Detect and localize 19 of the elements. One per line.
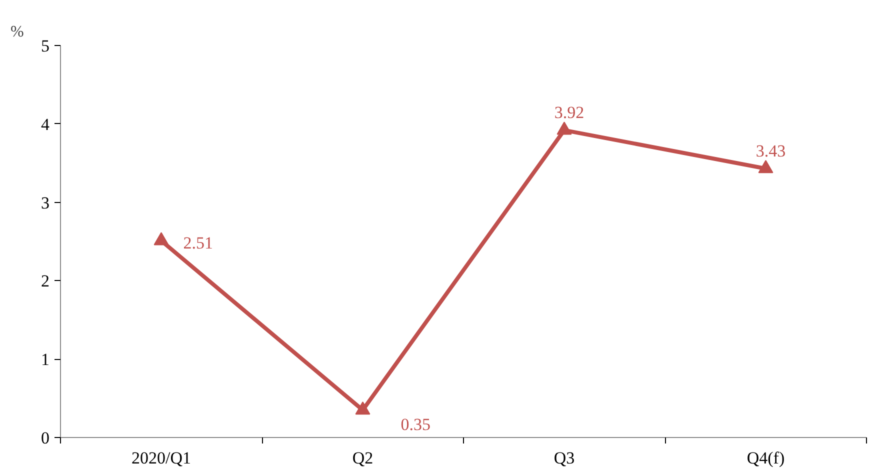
- y-tick-label: 3: [41, 193, 50, 212]
- x-tick-label: Q4(f): [746, 448, 785, 468]
- data-label: 3.43: [756, 142, 786, 161]
- y-axis-title: %: [10, 24, 24, 40]
- y-tick-label: 0: [41, 428, 50, 448]
- y-tick-label: 4: [41, 114, 50, 134]
- data-label: 0.35: [400, 415, 430, 434]
- data-label: 2.51: [183, 234, 213, 253]
- point: [556, 122, 572, 135]
- x-tick-label: Q3: [554, 448, 575, 468]
- y-tick-label: 2: [41, 272, 50, 291]
- data-label: 3.92: [554, 103, 584, 122]
- y-tick-label: 5: [41, 36, 50, 56]
- x-tick-label: 2020/Q1: [132, 448, 191, 468]
- point: [154, 232, 169, 246]
- y-tick-label: 1: [41, 350, 50, 370]
- point: [355, 401, 370, 415]
- x-tick-label: Q2: [352, 448, 374, 468]
- point: [758, 160, 774, 174]
